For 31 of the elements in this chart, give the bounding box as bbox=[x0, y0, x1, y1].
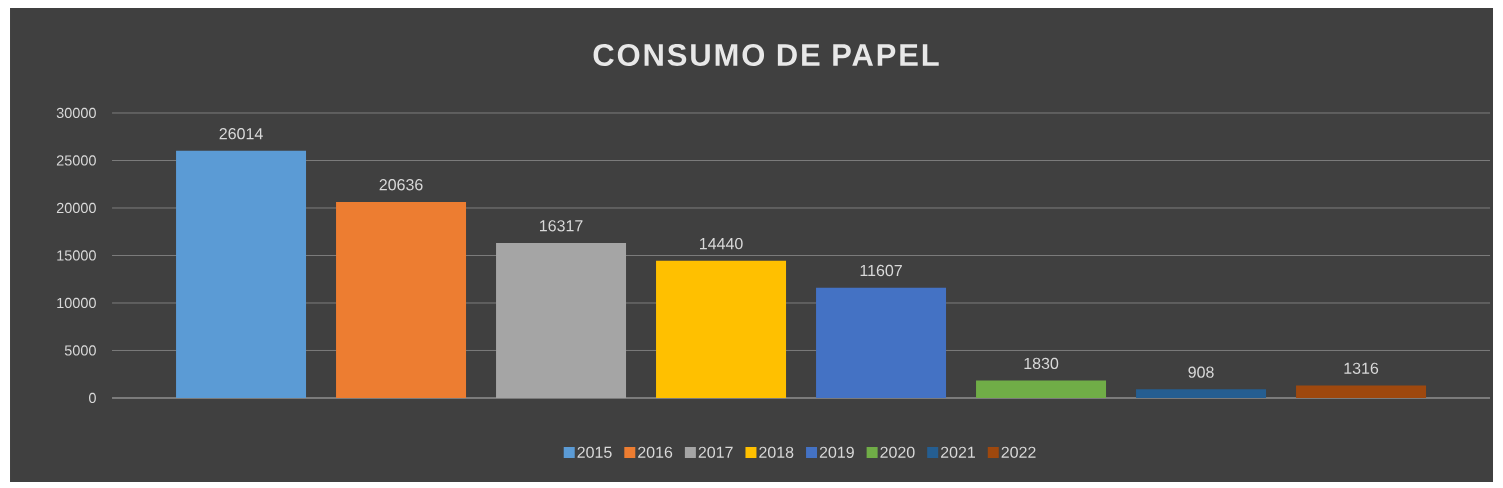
y-tick-label: 5000 bbox=[64, 345, 96, 356]
y-tick-label: 25000 bbox=[56, 155, 96, 166]
data-label: 26014 bbox=[219, 128, 263, 140]
chart-title: CONSUMO DE PAPEL bbox=[593, 44, 939, 66]
legend-label: 2022 bbox=[1001, 446, 1036, 458]
bar bbox=[1136, 389, 1267, 398]
legend-label: 2018 bbox=[759, 446, 794, 458]
data-label: 20636 bbox=[379, 179, 423, 191]
bar bbox=[816, 287, 947, 398]
legend-label: 2015 bbox=[577, 446, 612, 458]
data-label: 1830 bbox=[1024, 357, 1059, 370]
data-label: 16317 bbox=[540, 220, 583, 232]
y-tick-label: 0 bbox=[89, 392, 96, 404]
data-label: 908 bbox=[1188, 366, 1214, 378]
bar bbox=[656, 260, 787, 398]
data-label: 11607 bbox=[860, 264, 902, 277]
bar bbox=[176, 150, 307, 398]
legend-label: 2016 bbox=[638, 446, 673, 458]
y-tick-label: 10000 bbox=[57, 297, 96, 309]
data-label: 14440 bbox=[700, 237, 743, 250]
bar bbox=[1296, 385, 1427, 398]
y-tick-label: 30000 bbox=[56, 107, 96, 119]
y-tick-label: 15000 bbox=[57, 250, 96, 261]
y-tick-label: 20000 bbox=[56, 202, 96, 214]
legend-label: 2019 bbox=[819, 446, 854, 458]
legend-label: 2017 bbox=[698, 446, 733, 458]
bar bbox=[976, 380, 1107, 398]
data-label: 1316 bbox=[1344, 362, 1379, 374]
legend-label: 2020 bbox=[880, 446, 915, 458]
legend-label: 2021 bbox=[941, 446, 975, 458]
bar bbox=[336, 201, 467, 398]
